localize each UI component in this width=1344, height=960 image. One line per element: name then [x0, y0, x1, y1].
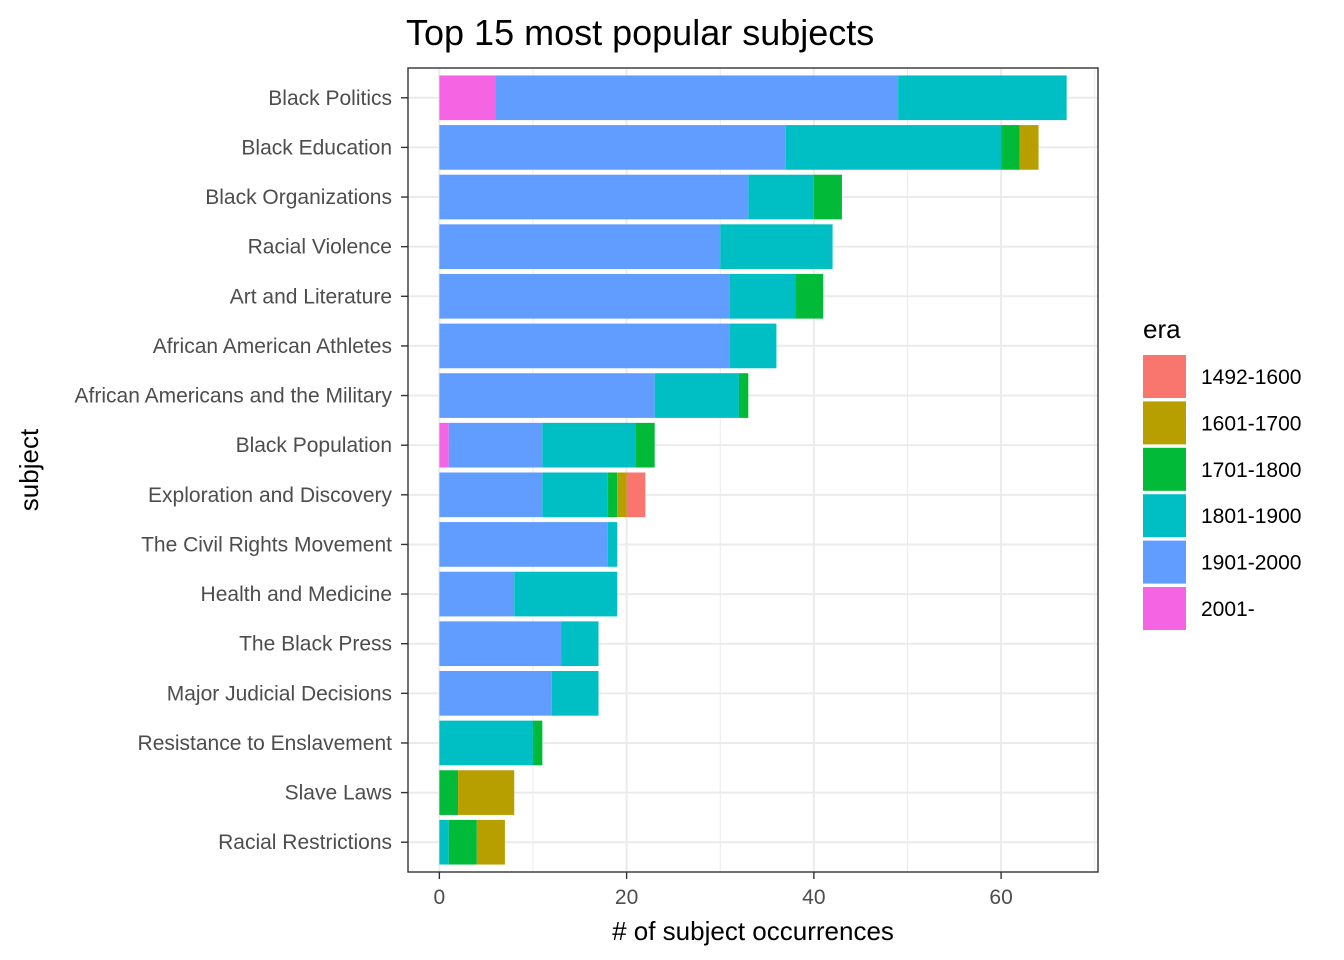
bar-segment — [439, 472, 543, 518]
bar-segment — [748, 174, 814, 220]
bar-segment — [495, 75, 899, 121]
bar-segment — [561, 621, 599, 667]
x-tick-label: 0 — [434, 886, 446, 909]
y-axis-title: subject — [14, 428, 44, 511]
legend-key — [1143, 494, 1186, 538]
legend-label: 1801-1900 — [1201, 505, 1301, 528]
bar-segment — [532, 720, 543, 766]
y-tick-label: Resistance to Enslavement — [138, 732, 393, 755]
y-tick-label: Slave Laws — [285, 782, 392, 805]
bar-segment — [738, 373, 749, 418]
bar-segment — [795, 273, 824, 319]
bar-segment — [439, 621, 562, 667]
legend-title: era — [1143, 314, 1181, 344]
bar-segment — [617, 472, 627, 518]
y-tick-label: Art and Literature — [230, 285, 392, 308]
x-tick-label: 40 — [802, 886, 825, 909]
bar-segment — [439, 224, 721, 269]
y-tick-label: Black Organizations — [205, 186, 392, 209]
x-tick-label: 20 — [615, 886, 638, 909]
y-tick-label: Racial Restrictions — [218, 831, 392, 854]
y-tick-label: African Americans and the Military — [75, 385, 393, 408]
bar-segment — [1001, 125, 1020, 170]
legend-label: 1492-1600 — [1201, 366, 1301, 389]
y-tick-label: The Civil Rights Movement — [141, 533, 392, 556]
bar-segment — [439, 720, 533, 766]
bar-segment — [439, 770, 459, 815]
bar-segment — [785, 125, 1002, 170]
bar-segment — [458, 770, 515, 815]
legend-key — [1143, 401, 1186, 445]
bar-segment — [439, 422, 449, 468]
bar-segment — [542, 422, 636, 468]
bar-segment — [654, 373, 739, 418]
y-tick-label: Exploration and Discovery — [148, 484, 392, 507]
bar-segment — [607, 472, 618, 518]
bar-segment — [439, 522, 608, 567]
legend-key — [1143, 540, 1186, 584]
bar-segment — [607, 522, 618, 567]
bar-segment — [439, 671, 552, 716]
y-tick-label: Black Education — [241, 136, 392, 159]
bar-segment — [439, 373, 655, 418]
bar-segment — [439, 125, 786, 170]
legend-key — [1143, 447, 1186, 491]
legend-label: 1701-1800 — [1201, 459, 1301, 482]
legend-label: 1901-2000 — [1201, 552, 1301, 575]
bar-segment — [448, 819, 477, 865]
x-axis-title: # of subject occurrences — [612, 916, 894, 946]
panel-border — [407, 67, 1099, 873]
bar-segment — [898, 75, 1067, 121]
x-tick-label: 60 — [989, 886, 1012, 909]
bar-segment — [720, 224, 833, 269]
bar-segment — [729, 323, 777, 369]
bar-segment — [439, 571, 515, 617]
bar-segment — [439, 174, 749, 220]
y-tick-label: Racial Violence — [248, 236, 392, 259]
y-tick-label: African American Athletes — [153, 335, 392, 358]
bar-segment — [439, 273, 730, 319]
bar-segment — [551, 671, 599, 716]
bar-segment — [626, 472, 646, 518]
x-axis: 0 20 40 60 — [434, 872, 1013, 909]
bar-segment — [813, 174, 842, 220]
bar-segment — [729, 273, 796, 319]
bar-segment — [448, 422, 543, 468]
bar-segment — [439, 323, 730, 369]
legend-key — [1143, 587, 1186, 630]
bar-segment — [476, 819, 505, 865]
bar-segment — [635, 422, 655, 468]
y-tick-label: Major Judicial Decisions — [167, 682, 392, 705]
bar-segment — [542, 472, 608, 518]
y-tick-label: Health and Medicine — [201, 583, 392, 606]
bars — [439, 75, 1067, 865]
y-tick-label: Black Politics — [268, 87, 392, 110]
bar-segment — [439, 819, 449, 865]
y-tick-label: Black Population — [236, 434, 392, 457]
bar-segment — [439, 75, 496, 121]
legend-label: 2001- — [1201, 598, 1255, 621]
legend-label: 1601-1700 — [1201, 412, 1301, 435]
legend: era 1492-1600 1601-1700 1701-1800 1801-1900… — [1143, 314, 1301, 630]
y-tick-label: The Black Press — [239, 633, 392, 656]
legend-key — [1143, 355, 1186, 398]
bar-segment — [1019, 125, 1039, 170]
y-axis: Black Politics Black Education Black Organ… — [75, 87, 408, 854]
chart-title: Top 15 most popular subjects — [406, 12, 874, 53]
bar-segment — [514, 571, 618, 617]
